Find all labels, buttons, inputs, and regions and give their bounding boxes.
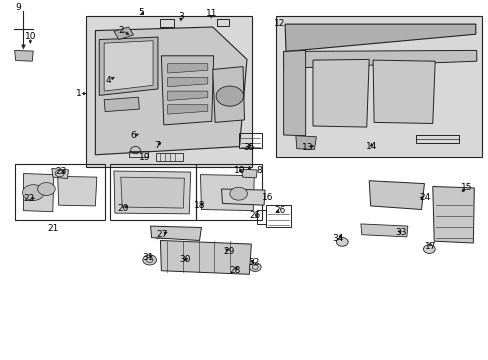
Polygon shape [104,97,139,112]
Polygon shape [368,181,424,210]
Polygon shape [161,56,213,125]
Bar [375,186,415,204]
Text: 34: 34 [332,234,344,243]
Text: 22: 22 [23,194,35,203]
Text: 13: 13 [302,143,313,152]
Bar [160,19,173,27]
Polygon shape [15,50,33,61]
Circle shape [216,86,243,106]
Bar [195,164,261,220]
Text: 14: 14 [365,143,377,152]
Polygon shape [283,50,476,68]
Polygon shape [167,77,207,87]
Text: 20: 20 [117,204,129,212]
Polygon shape [360,224,407,237]
Text: 15: 15 [460,183,471,192]
Text: 7: 7 [154,141,160,150]
Polygon shape [99,37,158,95]
Text: 31: 31 [142,253,153,262]
Circle shape [38,183,55,195]
Polygon shape [114,27,133,40]
Bar [156,153,183,161]
Text: 11: 11 [205,9,217,18]
Polygon shape [167,91,207,100]
Bar [415,135,458,143]
Text: 29: 29 [223,247,234,256]
Text: 2: 2 [118,26,123,35]
Polygon shape [432,186,473,243]
Text: 32: 32 [248,258,260,267]
Polygon shape [295,136,316,149]
Text: 1: 1 [76,89,82,98]
Bar [119,174,187,210]
Polygon shape [160,240,251,274]
Polygon shape [285,24,475,51]
Text: 18: 18 [193,202,205,210]
Text: 16: 16 [262,193,273,202]
Polygon shape [58,176,97,206]
Bar [155,229,197,238]
Polygon shape [95,27,246,155]
Bar [265,205,291,227]
Bar [15,164,105,220]
Polygon shape [283,50,305,136]
Text: 33: 33 [394,228,406,237]
Circle shape [336,238,347,246]
Bar [85,16,251,167]
Polygon shape [372,60,434,123]
Text: 26: 26 [273,206,285,215]
Bar [257,210,265,224]
Circle shape [142,255,156,265]
Text: 30: 30 [179,256,190,264]
Bar [238,133,262,148]
Polygon shape [212,67,244,122]
Polygon shape [23,174,54,212]
Polygon shape [167,64,207,73]
Bar [128,151,148,157]
Text: 17: 17 [424,242,435,251]
Text: 19: 19 [138,153,150,162]
Text: 6: 6 [130,131,136,140]
Polygon shape [312,59,368,127]
Circle shape [249,263,261,271]
Text: 9: 9 [16,3,21,12]
Polygon shape [104,41,153,91]
Text: 4: 4 [105,76,111,85]
Polygon shape [52,168,68,179]
Text: 28: 28 [228,266,240,275]
Circle shape [22,185,44,201]
Polygon shape [114,171,190,214]
Text: 23: 23 [55,166,67,175]
Bar [216,19,228,26]
Text: 10: 10 [233,166,245,175]
Bar [110,164,195,220]
Text: 35: 35 [243,143,255,152]
Polygon shape [221,189,264,205]
Text: 3: 3 [178,12,183,21]
Text: 25: 25 [249,211,261,220]
Polygon shape [167,105,207,114]
Circle shape [423,245,434,253]
Bar [225,192,261,202]
Text: 24: 24 [419,194,430,202]
Polygon shape [241,169,257,178]
Text: 8: 8 [256,166,262,175]
Text: 21: 21 [47,224,59,233]
Text: 12: 12 [273,19,285,28]
Circle shape [229,187,247,200]
Polygon shape [150,226,201,240]
Polygon shape [121,177,184,208]
Text: 10: 10 [24,32,36,41]
Text: 27: 27 [156,230,168,239]
Bar [276,16,481,157]
Text: 5: 5 [138,8,143,17]
Polygon shape [200,175,254,211]
